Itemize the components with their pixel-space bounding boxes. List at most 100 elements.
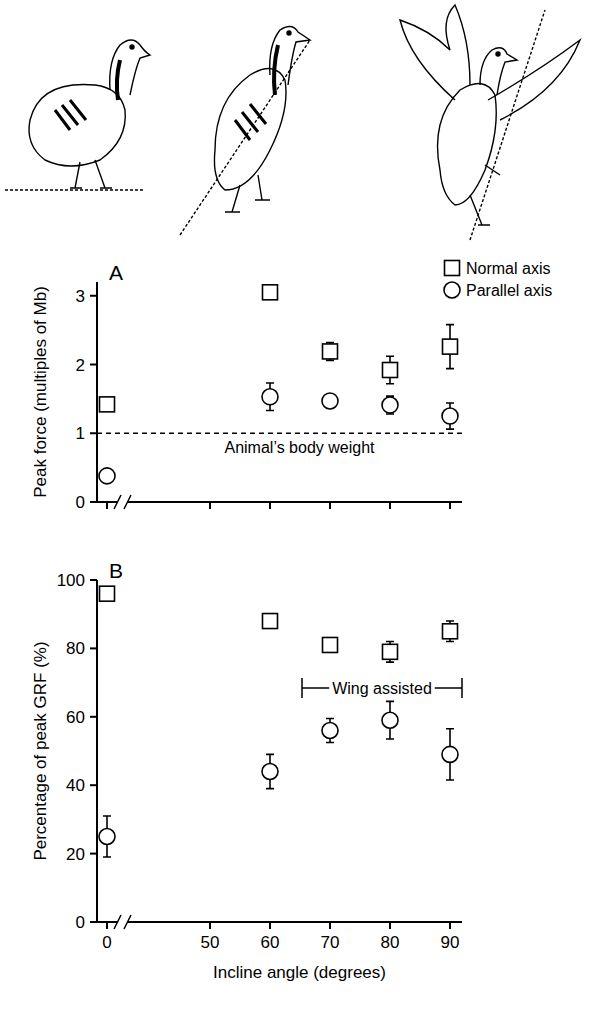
x-axis bbox=[128, 921, 462, 923]
square-marker bbox=[323, 344, 338, 359]
circle-marker bbox=[99, 468, 115, 484]
y-tick-label: 60 bbox=[66, 708, 85, 727]
figure: 0 1 2 3 Peak force (multiples of Mb) A Animal’… bbox=[0, 0, 601, 1009]
panel: 0 1 2 3 Peak force (multiples of Mb) A Animal’… bbox=[31, 260, 552, 512]
square-marker bbox=[263, 285, 278, 300]
y-tick-label: 0 bbox=[76, 493, 85, 512]
x-tick-label: 70 bbox=[321, 933, 340, 952]
wing-right bbox=[488, 40, 580, 120]
circle-marker bbox=[262, 764, 278, 780]
wing-left bbox=[400, 5, 470, 100]
x-tick bbox=[389, 502, 391, 509]
collar bbox=[274, 45, 278, 95]
y-tick-label: 0 bbox=[76, 913, 85, 932]
square-marker bbox=[445, 261, 460, 276]
circle-marker bbox=[442, 746, 458, 762]
panel: 0 20 40 60 80 100 0 50 60 70 80 90 Percentage of pea… bbox=[31, 559, 462, 982]
square-marker bbox=[100, 586, 115, 601]
body bbox=[29, 84, 125, 166]
x-tick bbox=[106, 922, 108, 929]
y-tick bbox=[90, 432, 97, 434]
y-tick-label: 2 bbox=[76, 356, 85, 375]
square-marker bbox=[263, 614, 278, 629]
y-tick bbox=[90, 921, 97, 923]
panel-letter: B bbox=[109, 559, 123, 582]
bars bbox=[55, 100, 86, 130]
axis-break bbox=[114, 915, 131, 929]
x-tick bbox=[106, 502, 108, 509]
y-axis-title: Peak force (multiples of Mb) bbox=[31, 286, 50, 498]
square-marker bbox=[323, 637, 338, 652]
y-tick-label: 80 bbox=[66, 639, 85, 658]
y-tick bbox=[90, 853, 97, 855]
x-tick bbox=[389, 922, 391, 929]
annotation: Wing assisted bbox=[332, 680, 432, 697]
circle-marker bbox=[322, 722, 338, 738]
data-group bbox=[99, 285, 458, 484]
y-tick-label: 100 bbox=[57, 571, 85, 590]
square-marker bbox=[443, 624, 458, 639]
legend-label: Parallel axis bbox=[466, 282, 552, 299]
y-axis bbox=[96, 580, 98, 922]
square-marker bbox=[443, 339, 458, 354]
x-tick-label: 0 bbox=[102, 933, 111, 952]
body bbox=[438, 84, 497, 205]
x-tick bbox=[449, 502, 451, 509]
y-axis-title: Percentage of peak GRF (%) bbox=[31, 641, 50, 860]
y-tick bbox=[90, 716, 97, 718]
legs bbox=[70, 160, 112, 188]
square-marker bbox=[383, 644, 398, 659]
circle-marker bbox=[262, 389, 278, 405]
y-tick-label: 40 bbox=[66, 776, 85, 795]
head bbox=[480, 48, 517, 95]
legend: Normal axis Parallel axis bbox=[444, 260, 552, 299]
square-marker bbox=[100, 397, 115, 412]
eye bbox=[496, 52, 500, 56]
bracket bbox=[302, 678, 462, 698]
slope bbox=[470, 10, 545, 240]
circle-marker bbox=[382, 712, 398, 728]
circle-marker bbox=[442, 408, 458, 424]
x-tick-label: 80 bbox=[381, 933, 400, 952]
x-tick-label: 60 bbox=[261, 933, 280, 952]
x-axis bbox=[128, 501, 462, 503]
y-tick bbox=[90, 647, 97, 649]
bird-level bbox=[5, 40, 150, 190]
y-axis bbox=[96, 282, 98, 502]
y-tick bbox=[90, 295, 97, 297]
x-tick bbox=[449, 922, 451, 929]
x-tick-label: 50 bbox=[201, 933, 220, 952]
y-tick bbox=[90, 501, 97, 503]
bird-incline bbox=[180, 26, 310, 235]
bars bbox=[235, 104, 266, 140]
x-tick bbox=[269, 502, 271, 509]
y-tick-label: 20 bbox=[66, 845, 85, 864]
annotation: Animal’s body weight bbox=[224, 439, 375, 456]
square-marker bbox=[383, 363, 398, 378]
eye bbox=[287, 31, 291, 35]
x-axis-title: Incline angle (degrees) bbox=[213, 963, 386, 982]
bird-illustrations bbox=[5, 5, 580, 240]
x-tick bbox=[209, 502, 211, 509]
x-tick bbox=[329, 502, 331, 509]
reference-line bbox=[97, 433, 462, 435]
y-tick bbox=[90, 579, 97, 581]
x-tick bbox=[209, 922, 211, 929]
legs bbox=[470, 165, 500, 225]
y-tick bbox=[90, 364, 97, 366]
legend-label: Normal axis bbox=[466, 260, 550, 277]
panel-letter: A bbox=[109, 261, 123, 284]
circle-marker bbox=[322, 393, 338, 409]
x-tick bbox=[329, 922, 331, 929]
bird-steep bbox=[400, 5, 580, 240]
collar bbox=[117, 60, 120, 100]
axis-break bbox=[114, 495, 131, 509]
y-tick bbox=[90, 784, 97, 786]
y-tick-label: 1 bbox=[76, 424, 85, 443]
y-tick-label: 3 bbox=[76, 287, 85, 306]
circle-marker bbox=[99, 829, 115, 845]
data-group bbox=[99, 586, 458, 857]
ground bbox=[5, 189, 145, 190]
x-tick-label: 90 bbox=[441, 933, 460, 952]
eye bbox=[130, 45, 134, 49]
